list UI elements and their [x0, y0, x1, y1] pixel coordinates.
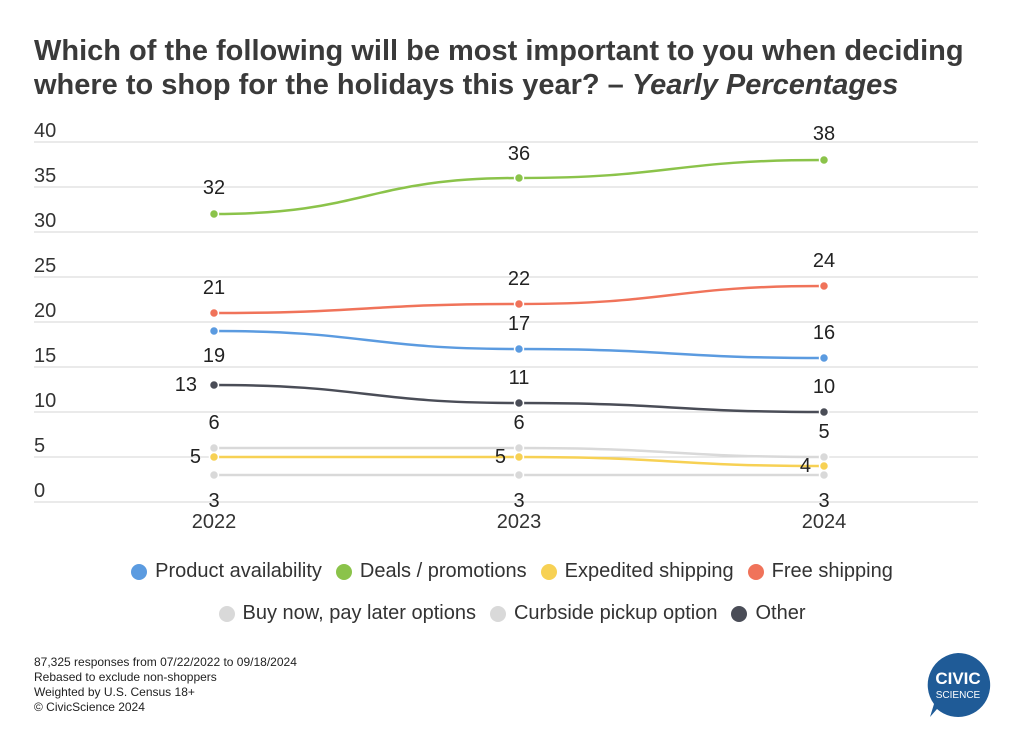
data-label: 21	[203, 277, 225, 299]
data-label: 3	[513, 490, 524, 512]
logo-word-civic: CIVIC	[935, 669, 980, 688]
legend-row-2: Buy now, pay later options Curbside pick…	[0, 602, 1024, 625]
data-point	[818, 460, 830, 472]
data-label: 13	[175, 374, 197, 396]
legend-item-buy-now-pay-later: Buy now, pay later options	[218, 602, 476, 625]
data-point	[208, 451, 220, 463]
logo-bubble-shape	[927, 652, 991, 717]
data-label: 36	[508, 143, 530, 165]
y-tick-label: 25	[34, 255, 56, 277]
y-tick-label: 30	[34, 210, 56, 232]
data-point	[513, 397, 525, 409]
data-point	[513, 343, 525, 355]
data-label: 6	[208, 412, 219, 434]
legend-swatch	[131, 563, 148, 580]
footer-rebased: Rebased to exclude non-shoppers	[34, 670, 217, 684]
data-point	[513, 298, 525, 310]
data-label: 4	[800, 455, 811, 477]
data-label: 22	[508, 268, 530, 290]
legend-label: Deals / promotions	[359, 560, 527, 582]
data-label: 10	[813, 376, 835, 398]
data-label: 17	[508, 313, 530, 335]
data-point	[818, 451, 830, 463]
legend-item-free-shipping: Free shipping	[747, 560, 893, 583]
data-point	[208, 442, 220, 454]
footer-weighted: Weighted by U.S. Census 18+	[34, 685, 195, 699]
y-tick-label: 5	[34, 435, 45, 457]
legend-swatch	[489, 605, 506, 622]
data-label: 11	[509, 367, 530, 389]
civicscience-logo: CIVIC SCIENCE	[927, 652, 991, 717]
chart-title: Which of the following will be most impo…	[34, 34, 994, 102]
x-tick-label: 2024	[802, 511, 847, 533]
chart-title-emphasis: Yearly Percentages	[631, 69, 899, 101]
legend-label: Product availability	[155, 560, 322, 582]
legend-label: Other	[755, 602, 806, 624]
data-label: 6	[513, 412, 524, 434]
legend-label: Expedited shipping	[564, 560, 734, 582]
legend-swatch	[540, 563, 557, 580]
chart-footer-notes: 87,325 responses from 07/22/2022 to 09/1…	[34, 655, 297, 715]
y-tick-label: 35	[34, 165, 56, 187]
data-point	[208, 307, 220, 319]
data-point	[513, 451, 525, 463]
data-point	[818, 154, 830, 166]
y-tick-label: 10	[34, 390, 56, 412]
footer-responses: 87,325 responses from 07/22/2022 to 09/1…	[34, 655, 297, 669]
data-label: 38	[813, 123, 835, 145]
y-tick-label: 15	[34, 345, 56, 367]
y-tick-label: 20	[34, 300, 56, 322]
data-point	[208, 325, 220, 337]
data-point	[208, 208, 220, 220]
data-point	[818, 352, 830, 364]
data-point	[208, 469, 220, 481]
legend-label: Curbside pickup option	[513, 602, 718, 624]
data-point	[513, 442, 525, 454]
data-label: 16	[813, 322, 835, 344]
legend-item-deals-promotions: Deals / promotions	[335, 560, 527, 583]
legend-swatch	[218, 605, 235, 622]
data-label: 3	[818, 490, 829, 512]
legend-label: Buy now, pay later options	[242, 602, 476, 624]
footer-copyright: © CivicScience 2024	[34, 700, 145, 714]
y-tick-label: 0	[34, 480, 45, 502]
data-point	[208, 379, 220, 391]
legend-item-expedited-shipping: Expedited shipping	[540, 560, 734, 583]
y-tick-label: 40	[34, 120, 56, 142]
legend-item-curbside-pickup: Curbside pickup option	[489, 602, 718, 625]
legend-item-product-availability: Product availability	[131, 560, 322, 583]
legend-label: Free shipping	[771, 560, 893, 582]
x-tick-label: 2023	[497, 511, 542, 533]
data-label: 5	[818, 421, 829, 443]
data-point	[818, 280, 830, 292]
data-point	[513, 469, 525, 481]
data-label: 32	[203, 177, 225, 199]
data-label: 5	[495, 446, 506, 468]
logo-word-science: SCIENCE	[936, 690, 981, 701]
data-point	[818, 406, 830, 418]
data-label: 19	[203, 345, 225, 367]
data-label: 5	[190, 446, 201, 468]
chart-title-main: Which of the following will be most impo…	[34, 35, 964, 101]
legend-swatch	[747, 563, 764, 580]
legend-item-other: Other	[731, 602, 805, 625]
data-label: 24	[813, 250, 835, 272]
x-tick-label: 2022	[192, 511, 237, 533]
legend-row-1: Product availability Deals / promotions …	[0, 560, 1024, 583]
legend-swatch	[731, 605, 748, 622]
legend-swatch	[335, 563, 352, 580]
data-point	[818, 469, 830, 481]
data-point	[513, 172, 525, 184]
data-label: 3	[208, 490, 219, 512]
